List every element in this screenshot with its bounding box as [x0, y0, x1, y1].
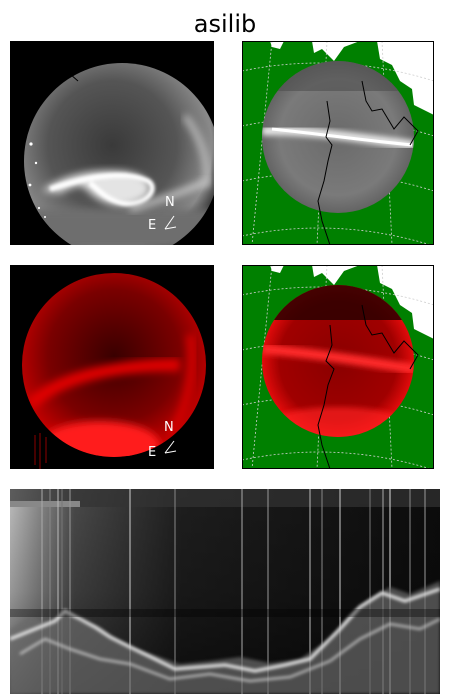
figure-title: asilib [193, 10, 257, 38]
white-light-fisheye-image: N E [10, 41, 214, 245]
compass-east-label: E [148, 445, 157, 460]
red-line-map-projection [242, 265, 434, 469]
red-line-fisheye-image: N E [10, 265, 214, 469]
white-light-map-projection [242, 41, 434, 245]
compass-arrows [164, 440, 177, 454]
compass-north-label: N [164, 420, 174, 435]
keogram [10, 489, 440, 694]
compass-east-label: E [148, 218, 157, 233]
compass-north-label: N [165, 195, 175, 210]
compass-arrows [164, 215, 177, 230]
